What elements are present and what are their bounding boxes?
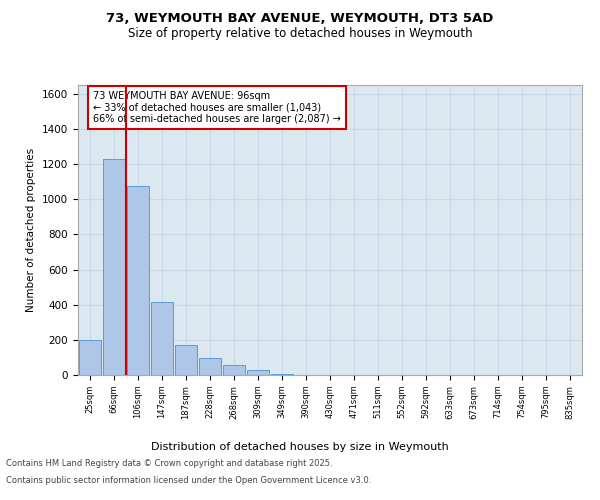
Bar [103,159,125,375]
Bar [223,366,245,375]
Bar [127,186,149,375]
Y-axis label: Number of detached properties: Number of detached properties [26,148,37,312]
Text: Contains HM Land Registry data © Crown copyright and database right 2025.: Contains HM Land Registry data © Crown c… [6,458,332,468]
Bar [151,302,173,375]
Text: 73, WEYMOUTH BAY AVENUE, WEYMOUTH, DT3 5AD: 73, WEYMOUTH BAY AVENUE, WEYMOUTH, DT3 5… [106,12,494,26]
Bar [247,370,269,375]
Bar [175,345,197,375]
Text: Size of property relative to detached houses in Weymouth: Size of property relative to detached ho… [128,28,472,40]
Text: 73 WEYMOUTH BAY AVENUE: 96sqm
← 33% of detached houses are smaller (1,043)
66% o: 73 WEYMOUTH BAY AVENUE: 96sqm ← 33% of d… [93,91,341,124]
Bar [79,340,101,375]
Bar [271,374,293,375]
Bar [199,358,221,375]
Text: Contains public sector information licensed under the Open Government Licence v3: Contains public sector information licen… [6,476,371,485]
Text: Distribution of detached houses by size in Weymouth: Distribution of detached houses by size … [151,442,449,452]
